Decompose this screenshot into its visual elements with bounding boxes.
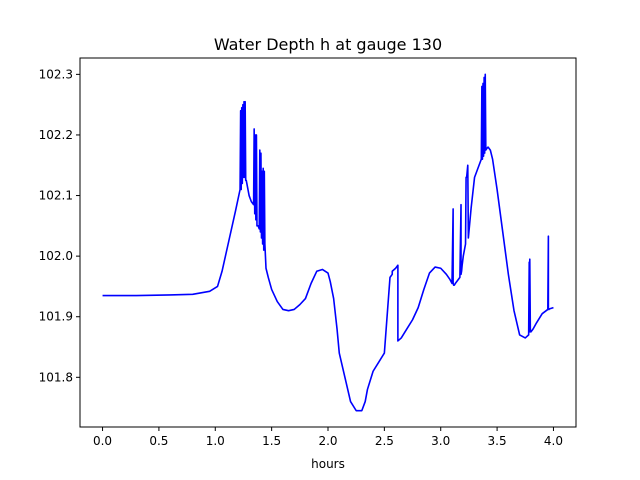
y-tick-label: 101.8 [39, 370, 73, 384]
series-line-0 [102, 73, 554, 412]
chart-title: Water Depth h at gauge 130 [214, 35, 442, 54]
y-tick-label: 102.0 [39, 249, 73, 263]
x-tick-label: 0.5 [149, 434, 168, 448]
x-axis: 0.0 0.5 1.0 1.5 2.0 2.5 3.0 3.5 4.0 [93, 427, 563, 448]
y-axis: 101.8 101.9 102.0 102.1 102.2 102.3 [39, 67, 80, 384]
x-axis-label: hours [311, 457, 345, 471]
x-tick-label: 0.0 [93, 434, 112, 448]
y-tick-label: 101.9 [39, 310, 73, 324]
x-tick-label: 3.5 [488, 434, 507, 448]
axes-frame [79, 57, 577, 428]
x-tick-label: 2.5 [375, 434, 394, 448]
x-tick-label: 3.0 [431, 434, 450, 448]
x-tick-label: 4.0 [544, 434, 563, 448]
y-tick-label: 102.2 [39, 128, 73, 142]
y-tick-label: 102.3 [39, 67, 73, 81]
plot-area [102, 73, 554, 412]
x-tick-label: 1.0 [206, 434, 225, 448]
y-tick-label: 102.1 [39, 189, 73, 203]
x-tick-label: 1.5 [262, 434, 281, 448]
x-tick-label: 2.0 [318, 434, 337, 448]
